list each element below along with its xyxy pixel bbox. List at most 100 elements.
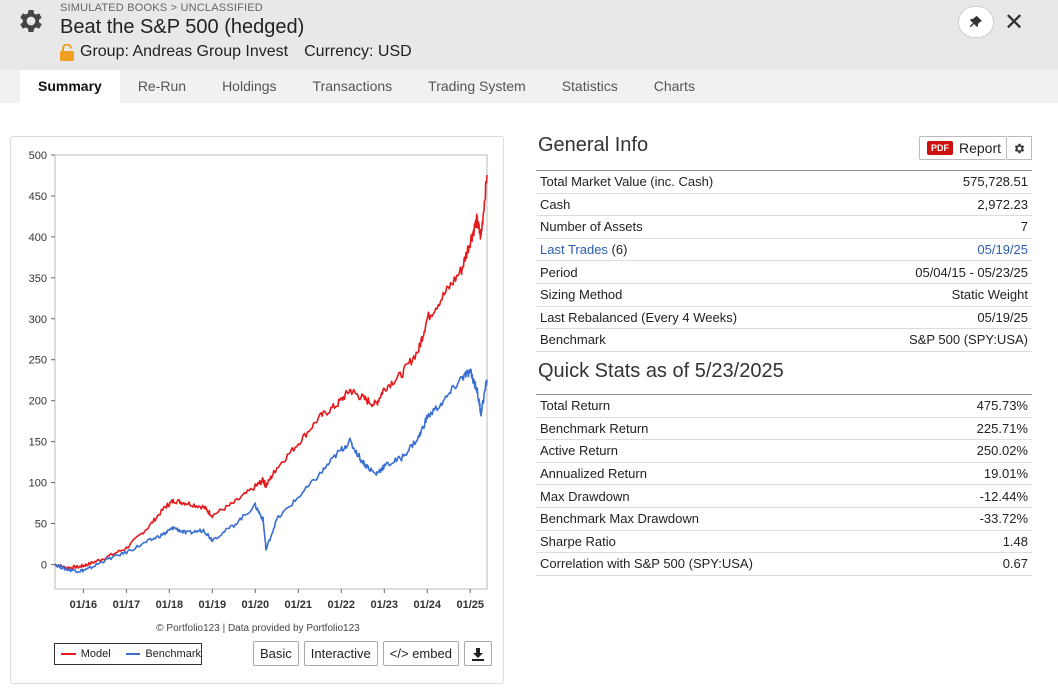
row-value: 250.02% bbox=[926, 439, 1032, 463]
tab-charts[interactable]: Charts bbox=[653, 78, 695, 94]
download-button[interactable] bbox=[463, 641, 492, 666]
y-tick-label: 0 bbox=[41, 559, 47, 571]
row-value: -12.44% bbox=[926, 484, 1032, 508]
row-label: Sharpe Ratio bbox=[536, 530, 927, 554]
y-tick-label: 350 bbox=[29, 273, 47, 285]
chart-button-row: Basic Interactive </> embed bbox=[253, 641, 492, 666]
table-row: Max Drawdown -12.44% bbox=[536, 484, 1032, 508]
embed-button[interactable]: </> embed bbox=[382, 641, 459, 666]
interactive-button[interactable]: Interactive bbox=[303, 641, 378, 666]
table-row: Last Rebalanced (Every 4 Weeks) 05/19/25 bbox=[536, 306, 1032, 330]
basic-button[interactable]: Basic bbox=[253, 641, 299, 666]
table-row: Benchmark S&P 500 (SPY:USA) bbox=[536, 328, 1032, 352]
performance-chart-panel: 0 50 100 150 200 250 300 350 400 450 500 01/16 01/17… bbox=[10, 136, 504, 684]
x-tick-label: 01/22 bbox=[328, 599, 356, 611]
header-bar: SIMULATED BOOKS > UNCLASSIFIED Beat the … bbox=[0, 0, 1058, 70]
group-info: Group: Andreas Group Invest Currency: US… bbox=[60, 43, 412, 61]
row-label: Active Return bbox=[536, 439, 927, 463]
row-label: Total Return bbox=[536, 394, 927, 418]
general-info-title: General Info bbox=[538, 134, 649, 156]
table-row: Cash 2,972.23 bbox=[536, 193, 1032, 217]
legend-model-swatch bbox=[61, 653, 76, 655]
y-tick-label: 300 bbox=[29, 314, 47, 326]
plot-frame bbox=[54, 154, 488, 590]
row-label: Total Market Value (inc. Cash) bbox=[536, 170, 843, 194]
tab-holdings[interactable]: Holdings bbox=[222, 78, 277, 94]
row-label: Max Drawdown bbox=[536, 484, 927, 508]
row-value: -33.72% bbox=[926, 507, 1032, 531]
legend-benchmark-label: Benchmark bbox=[145, 648, 201, 660]
table-row: Last Trades (6) 05/19/25 bbox=[536, 238, 1032, 262]
gear-icon bbox=[1014, 143, 1024, 153]
tab-re-run[interactable]: Re-Run bbox=[137, 78, 187, 94]
currency-label: Currency: USD bbox=[304, 43, 412, 60]
row-value: 225.71% bbox=[926, 417, 1032, 441]
row-value: 7 bbox=[842, 215, 1032, 239]
row-value: 0.67 bbox=[926, 552, 1032, 576]
row-label: Benchmark bbox=[536, 328, 843, 352]
y-tick-label: 50 bbox=[35, 518, 47, 530]
tab-bar: Summary Re-Run Holdings Transactions Tra… bbox=[0, 70, 1058, 103]
report-settings-button[interactable] bbox=[1007, 136, 1032, 160]
page-title: Beat the S&P 500 (hedged) bbox=[60, 16, 305, 38]
x-tick-label: 01/24 bbox=[413, 599, 441, 611]
row-value: 05/19/25 bbox=[842, 238, 1032, 262]
table-row: Benchmark Max Drawdown -33.72% bbox=[536, 507, 1032, 531]
row-label: Annualized Return bbox=[536, 462, 927, 486]
settings-gear-icon[interactable] bbox=[16, 6, 46, 36]
y-tick-label: 250 bbox=[29, 355, 47, 367]
tab-statistics[interactable]: Statistics bbox=[561, 78, 618, 94]
close-icon: ✕ bbox=[1003, 8, 1025, 36]
x-tick-label: 01/21 bbox=[285, 599, 313, 611]
benchmark-series-line bbox=[54, 368, 488, 574]
table-row: Period 05/04/15 - 05/23/25 bbox=[536, 260, 1032, 284]
last-trades-date-link[interactable]: 05/19/25 bbox=[977, 242, 1028, 258]
tab-transactions[interactable]: Transactions bbox=[312, 78, 393, 94]
x-tick-label: 01/19 bbox=[199, 599, 227, 611]
lock-open-icon bbox=[60, 43, 74, 61]
group-label: Group: Andreas Group Invest bbox=[80, 43, 289, 60]
table-row: Annualized Return 19.01% bbox=[536, 462, 1032, 486]
table-row: Total Market Value (inc. Cash) 575,728.5… bbox=[536, 170, 1032, 194]
tab-summary[interactable]: Summary bbox=[20, 70, 120, 103]
last-trades-link[interactable]: Last Trades bbox=[540, 242, 608, 258]
row-label: Benchmark Max Drawdown bbox=[536, 507, 927, 531]
y-tick-label: 200 bbox=[29, 396, 47, 408]
row-value: S&P 500 (SPY:USA) bbox=[842, 328, 1032, 352]
table-row: Active Return 250.02% bbox=[536, 439, 1032, 463]
pdf-icon: PDF bbox=[927, 141, 953, 155]
table-row: Benchmark Return 225.71% bbox=[536, 417, 1032, 441]
table-row: Sharpe Ratio 1.48 bbox=[536, 530, 1032, 554]
model-series-line bbox=[54, 174, 488, 570]
close-button[interactable]: ✕ bbox=[1000, 8, 1028, 36]
download-icon bbox=[471, 647, 484, 661]
row-value: 19.01% bbox=[926, 462, 1032, 486]
row-value: 05/04/15 - 05/23/25 bbox=[842, 260, 1032, 284]
row-label: Last Rebalanced (Every 4 Weeks) bbox=[536, 306, 843, 330]
x-tick-label: 01/25 bbox=[456, 599, 484, 611]
row-label: Period bbox=[536, 260, 843, 284]
chart-credit: © Portfolio123 | Data provided by Portfo… bbox=[156, 623, 360, 634]
x-tick-label: 01/16 bbox=[70, 599, 98, 611]
x-tick-label: 01/20 bbox=[242, 599, 270, 611]
row-value: Static Weight bbox=[842, 283, 1032, 307]
y-tick-label: 500 bbox=[29, 150, 47, 162]
row-value: 2,972.23 bbox=[842, 193, 1032, 217]
row-value: 1.48 bbox=[926, 530, 1032, 554]
table-row: Number of Assets 7 bbox=[536, 215, 1032, 239]
breadcrumb[interactable]: SIMULATED BOOKS > UNCLASSIFIED bbox=[60, 2, 263, 14]
row-value: 05/19/25 bbox=[842, 306, 1032, 330]
chart-legend: Model Benchmark bbox=[54, 643, 202, 665]
tab-trading-system[interactable]: Trading System bbox=[428, 78, 526, 94]
pdf-report-button[interactable]: PDF Report bbox=[919, 136, 1007, 160]
table-row: Sizing Method Static Weight bbox=[536, 283, 1032, 307]
row-label: Sizing Method bbox=[536, 283, 843, 307]
legend-benchmark-swatch bbox=[125, 653, 141, 655]
y-tick-label: 100 bbox=[29, 478, 47, 490]
row-label: Benchmark Return bbox=[536, 417, 927, 441]
pin-button[interactable] bbox=[958, 6, 994, 38]
row-value: 475.73% bbox=[926, 394, 1032, 418]
table-row: Total Return 475.73% bbox=[536, 394, 1032, 418]
last-trades-count: (6) bbox=[607, 242, 628, 258]
general-info-table: Total Market Value (inc. Cash) 575,728.5… bbox=[536, 170, 1032, 352]
